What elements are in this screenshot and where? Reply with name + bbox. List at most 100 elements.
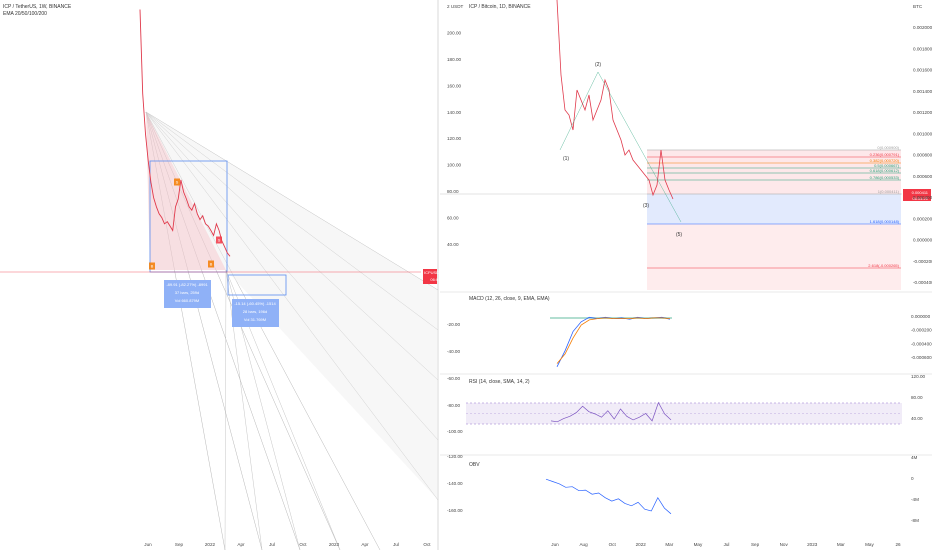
- btc-x-tick: 2023: [807, 542, 818, 547]
- fib-level-label: 0.5(0.000667): [874, 163, 900, 168]
- macd-left-tick: -60.00: [447, 376, 460, 381]
- left-x-tick: Sep: [175, 542, 184, 547]
- elliott-wave-labels: (1) (2) (3) (5): [563, 62, 682, 238]
- macd-right-axis: 0.000000 -0.000200 -0.000400 -0.000600: [911, 314, 932, 360]
- btc-left-tick: 180.00: [447, 57, 461, 62]
- macd-pane: MACD (12, 26, close, 9, EMA, EMA) -20.00…: [447, 296, 932, 381]
- obv-right-axis: 4M 0 -4M -8M: [911, 455, 919, 523]
- btc-right-tick: 0.001400: [913, 89, 932, 94]
- measure-down-line-2: 28 bars, 196d: [243, 309, 267, 314]
- left-chart: ICP / TetherUS, 1W, BINANCE EMA 20/50/10…: [0, 4, 447, 550]
- left-x-tick: Jul: [393, 542, 399, 547]
- btc-right-tick: 0.001000: [913, 131, 932, 136]
- trade-marker: [149, 262, 155, 270]
- macd-left-axis: -20.00 -40.00 -60.00: [447, 322, 460, 381]
- macd-right-tick: -0.000400: [911, 341, 932, 346]
- icpbtc-price-line: [556, 0, 674, 200]
- left-x-tick: Jul: [269, 542, 275, 547]
- trade-marker-label: B: [210, 262, 213, 267]
- btc-x-tick: May: [694, 542, 703, 547]
- left-x-tick: Oct: [423, 542, 431, 547]
- fan-wedge: [146, 112, 226, 270]
- fan-line: [145, 111, 439, 291]
- btc-x-tick: 2022: [636, 542, 647, 547]
- btc-right-tick: 0.001600: [913, 68, 932, 73]
- btc-right-tick: 0.000600: [913, 174, 932, 179]
- rsi-line: [550, 401, 672, 423]
- left-x-tick: Apr: [361, 542, 369, 547]
- btc-left-tick: 60.00: [447, 216, 459, 221]
- rsi-right-tick: 120.00: [911, 374, 925, 379]
- btc-right-axis: BTC 0.002000 0.001800 0.001600 0.001400 0.001…: [913, 4, 932, 285]
- obv-line: [545, 478, 672, 515]
- btc-last-price: 0.000411: [912, 190, 929, 195]
- obv-right-tick: 4M: [911, 455, 918, 460]
- left-x-tick: Apr: [237, 542, 245, 547]
- wave-label: (2): [595, 62, 601, 68]
- btc-x-axis: Jun Aug Oct 2022 Mar May Jul Sep Nov 2023 Mar May 26: [551, 542, 901, 547]
- obv-right-tick: 0: [911, 476, 914, 481]
- btc-chart: ICP / Bitcoin, 1D, BINANCE 0(0.000900) 0.…: [440, 0, 932, 290]
- btc-left-tick: 40.00: [447, 242, 459, 247]
- btc-right-tick: 0.000800: [913, 153, 932, 158]
- btc-x-tick: Jun: [551, 542, 559, 547]
- btc-left-tick: 80.00: [447, 189, 459, 194]
- left-price-value: 19.81: [436, 270, 447, 275]
- fan-lines: [145, 111, 439, 550]
- left-x-tick: 2022: [205, 542, 216, 547]
- fib-zone-extension: [647, 194, 901, 224]
- macd-left-tick: -40.00: [447, 349, 460, 354]
- btc-left-tick: 140.00: [447, 110, 461, 115]
- rsi-right-tick: 40.00: [911, 416, 923, 421]
- fib-zone-upper: [647, 150, 901, 194]
- left-chart-subtitle: EMA 20/50/100/200: [3, 11, 47, 17]
- rsi-title: RSI (14, close, SMA, 14, 2): [469, 379, 530, 385]
- fan-shade: [146, 112, 438, 500]
- macd-right-tick: 0.000000: [911, 314, 931, 319]
- btc-right-tick: 0.002000: [913, 25, 932, 30]
- measure-up-line-2: 37 bars, 259d: [175, 290, 199, 295]
- fib-level-label: 0.618(0.000612): [870, 168, 900, 173]
- left-x-tick: Oct: [299, 542, 307, 547]
- fib-level-label: 1.618(0.000148): [870, 219, 900, 224]
- measure-down-line-1: -15.14 (-60.45%) -1514: [234, 301, 276, 306]
- btc-left-tick: 200.00: [447, 30, 461, 35]
- macd-right-tick: -0.000600: [911, 355, 932, 360]
- measure-up-line-3: Vol 660.879M: [175, 298, 199, 303]
- fib-level-label: 0.786(0.000533): [870, 175, 900, 180]
- target-range-box: [227, 274, 287, 296]
- fib-zone-lower: [647, 224, 901, 290]
- btc-right-tick: -0.000400: [913, 280, 932, 285]
- btc-right-tick: BTC: [913, 4, 923, 9]
- fan-line: [145, 111, 439, 441]
- left-chart-title: ICP / TetherUS, 1W, BINANCE: [3, 4, 72, 10]
- fan-line: [145, 111, 381, 550]
- trade-markers: S B S B: [149, 178, 222, 270]
- macd-left-tick: -20.00: [447, 322, 460, 327]
- btc-right-tick: -0.000200: [913, 259, 932, 264]
- btc-right-tick: 0.001800: [913, 46, 932, 51]
- trade-marker-label: B: [151, 264, 154, 269]
- rsi-right-axis: 120.00 80.00 40.00: [911, 374, 925, 421]
- wave-label: (1): [563, 156, 569, 162]
- fib-level-label: 1(0.000411): [878, 189, 900, 194]
- fan-line: [145, 111, 439, 331]
- btc-left-tick: 2 USDT: [447, 4, 464, 9]
- fan-line: [145, 111, 439, 381]
- trade-marker-label: S: [176, 180, 179, 185]
- rsi-left-tick: -80.00: [447, 403, 460, 408]
- measure-down-line-3: Vol 31.769M: [244, 317, 266, 322]
- rsi-right-tick: 80.00: [911, 395, 923, 400]
- btc-x-tick: Nov: [780, 542, 789, 547]
- btc-x-tick: Mar: [665, 542, 673, 547]
- btc-chart-title: ICP / Bitcoin, 1D, BINANCE: [469, 4, 531, 10]
- btc-right-tick: 0.000400: [913, 195, 932, 200]
- obv-left-tick: -120.00: [447, 454, 463, 459]
- rsi-left-tick: -100.00: [447, 429, 463, 434]
- rsi-left-axis: -80.00 -100.00: [447, 403, 463, 434]
- fan-line: [145, 111, 439, 501]
- rsi-pane: RSI (14, close, SMA, 14, 2) -80.00 -100.0…: [447, 374, 925, 434]
- fib-level-label: 0(0.000900): [877, 145, 899, 150]
- btc-left-tick: 120.00: [447, 136, 461, 141]
